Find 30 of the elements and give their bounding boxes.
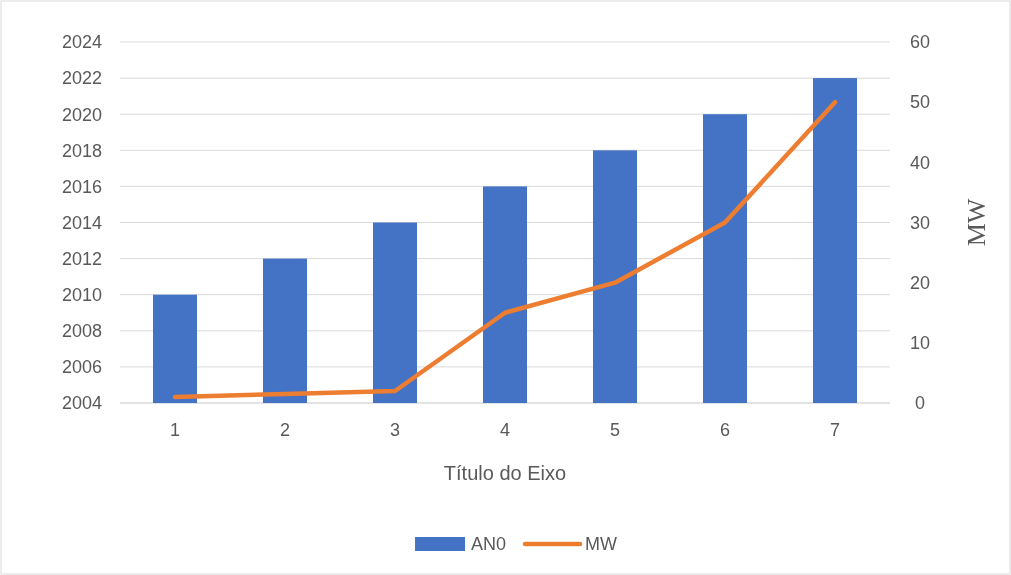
y-tick-label: 2020 bbox=[61, 104, 102, 125]
y2-tick-label: 30 bbox=[909, 212, 931, 233]
y2-axis-title: MW bbox=[962, 198, 991, 247]
x-tick-label: 6 bbox=[719, 420, 731, 440]
y-tick-label: 2006 bbox=[61, 357, 102, 378]
y-tick-label: 2010 bbox=[61, 285, 102, 305]
y-tick-label: 2016 bbox=[61, 176, 102, 197]
y-tick-label: 2024 bbox=[61, 32, 102, 53]
y-tick-label: 2008 bbox=[61, 321, 102, 342]
line-series bbox=[172, 99, 838, 400]
y-tick-label: 2022 bbox=[61, 68, 102, 89]
y2-tick-label: 10 bbox=[909, 333, 931, 354]
x-tick-label: 7 bbox=[829, 420, 841, 440]
y-tick-label: 2012 bbox=[61, 248, 102, 269]
x-tick-label: 1 bbox=[169, 420, 181, 440]
y2-tick-label: 20 bbox=[909, 272, 931, 293]
legend-label: AN0 bbox=[471, 534, 507, 555]
y2-tick-label: 0 bbox=[914, 393, 926, 414]
x-tick-label: 5 bbox=[609, 420, 621, 440]
y2-tick-label: 40 bbox=[909, 152, 931, 173]
x-tick-label: 2 bbox=[279, 420, 291, 440]
x-axis-title: Título do Eixo bbox=[443, 462, 567, 484]
y-tick-label: 2014 bbox=[61, 212, 102, 233]
y2-tick-label: 60 bbox=[909, 32, 931, 53]
legend-label: MW bbox=[585, 534, 617, 555]
y-tick-label: 2018 bbox=[61, 140, 102, 161]
x-tick-label: 3 bbox=[389, 420, 401, 440]
y-tick-label: 2004 bbox=[61, 393, 102, 414]
x-tick-label: 4 bbox=[499, 420, 511, 440]
y2-tick-label: 50 bbox=[909, 92, 931, 113]
